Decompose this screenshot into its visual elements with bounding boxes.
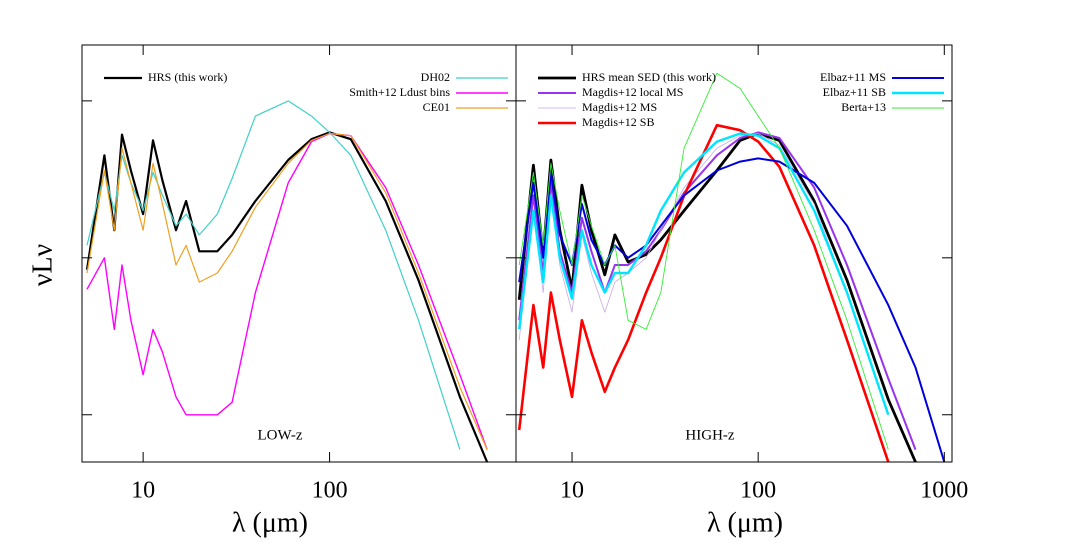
legend-label: Smith+12 Ldust bins xyxy=(349,85,450,99)
sed-curve xyxy=(518,132,890,416)
x-tick-label: 10 xyxy=(560,478,584,504)
sed-curve xyxy=(85,131,489,462)
legend-label: Berta+13 xyxy=(841,100,886,114)
sed-curve xyxy=(518,131,917,450)
sed-curve xyxy=(517,123,890,462)
legend-label: Magdis+12 local MS xyxy=(582,85,683,99)
sed-curve xyxy=(86,132,488,450)
sed-curve xyxy=(518,72,889,450)
legend-label: Magdis+12 SB xyxy=(582,115,654,129)
legend-label: HRS (this work) xyxy=(148,70,227,84)
panel-annotation: LOW-z xyxy=(258,427,303,443)
legend-label: Elbaz+11 MS xyxy=(820,70,886,84)
legend-label: HRS mean SED (this work) xyxy=(582,70,716,84)
legend-label: CE01 xyxy=(423,100,450,114)
sed-curve xyxy=(86,100,461,450)
legend-label: Elbaz+11 SB xyxy=(823,85,886,99)
panel-frame xyxy=(515,44,953,463)
sed-curve xyxy=(517,132,917,462)
legend-label: DH02 xyxy=(421,70,450,84)
x-tick-label: 1000 xyxy=(920,478,968,504)
x-tick-label: 10 xyxy=(131,478,155,504)
x-axis-label: λ (μm) xyxy=(707,507,783,538)
legend-label: Magdis+12 MS xyxy=(582,100,657,114)
sed-curve xyxy=(518,157,946,462)
panel-annotation: HIGH-z xyxy=(685,427,734,443)
y-axis-label: νLν xyxy=(27,244,58,286)
sed-curve xyxy=(86,132,488,450)
plot-area xyxy=(517,72,946,462)
plot-area xyxy=(85,100,489,462)
x-tick-label: 100 xyxy=(740,478,776,504)
x-tick-label: 100 xyxy=(312,478,348,504)
x-axis-label: λ (μm) xyxy=(232,507,308,538)
